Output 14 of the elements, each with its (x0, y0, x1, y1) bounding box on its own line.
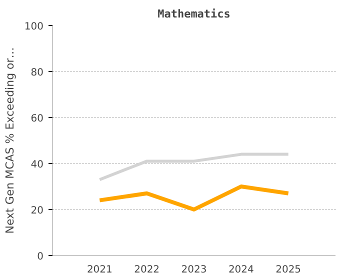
y-axis-title: Next Gen MCAS % Exceeding or… (3, 47, 16, 234)
x-tick-label: 2025 (276, 264, 302, 276)
y-tick-label: 40 (30, 160, 44, 170)
y-tick-label: 80 (30, 68, 44, 78)
y-tick-label: 100 (24, 22, 44, 32)
line-series (98, 184, 290, 212)
chart-title: Mathematics (158, 8, 230, 20)
x-tick-label: 2022 (134, 264, 160, 276)
y-tick-label: 20 (30, 206, 44, 216)
y-tick-label: 0 (37, 252, 44, 262)
x-tick-label: 2023 (181, 264, 207, 276)
x-tick-label: 2024 (228, 264, 254, 276)
x-tick-label: 2021 (86, 264, 112, 276)
y-tick-label: 60 (30, 114, 44, 124)
